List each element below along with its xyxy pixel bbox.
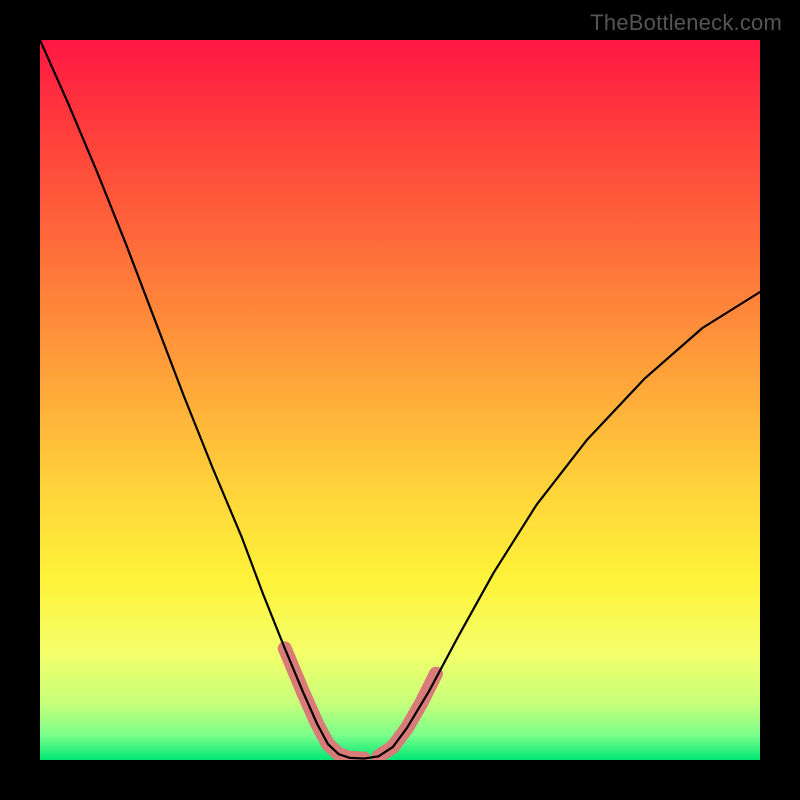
bottleneck-chart bbox=[40, 40, 760, 760]
watermark-text: TheBottleneck.com bbox=[590, 10, 782, 36]
chart-frame bbox=[40, 40, 760, 760]
gradient-background bbox=[40, 40, 760, 760]
